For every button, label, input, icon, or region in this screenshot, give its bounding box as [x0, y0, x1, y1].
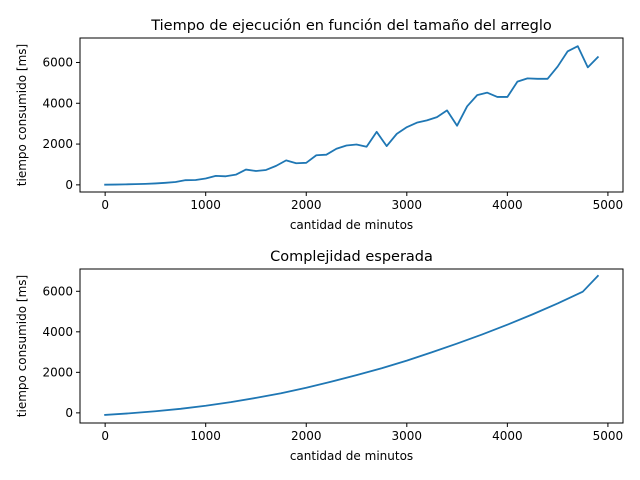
x-tick-label: 2000: [291, 198, 322, 212]
x-tick-label: 5000: [593, 198, 624, 212]
y-tick-label: 0: [65, 178, 73, 192]
chart-title: Complejidad esperada: [270, 249, 433, 265]
x-tick-label: 3000: [392, 429, 423, 443]
axes-frame: [79, 37, 624, 193]
series-line: [104, 274, 600, 416]
chart-panel-expected: Complejidad esperada 0 1000 2000 3000 4000 500…: [15, 249, 624, 463]
x-axis-label: cantidad de minutos: [290, 218, 413, 232]
y-tick-label: 2000: [42, 137, 73, 151]
y-tick-label: 4000: [42, 96, 73, 110]
x-tick-label: 0: [101, 198, 109, 212]
x-tick-label: 3000: [392, 198, 423, 212]
x-tick-label: 1000: [190, 198, 221, 212]
x-tick-label: 0: [101, 429, 109, 443]
y-tick-label: 0: [65, 406, 73, 420]
chart-panel-runtime: Tiempo de ejecución en función del tamañ…: [15, 18, 624, 232]
x-tick-label: 5000: [593, 429, 624, 443]
y-tick-label: 4000: [42, 325, 73, 339]
x-axis-label: cantidad de minutos: [290, 449, 413, 463]
y-axis-label: tiempo consumido [ms]: [15, 44, 29, 186]
y-tick-label: 6000: [42, 55, 73, 69]
x-tick-label: 2000: [291, 429, 322, 443]
y-tick-label: 2000: [42, 365, 73, 379]
series-line: [104, 45, 600, 186]
axes-frame: [79, 268, 624, 424]
chart-title: Tiempo de ejecución en función del tamañ…: [150, 18, 552, 34]
x-tick-label: 1000: [190, 429, 221, 443]
y-axis-label: tiempo consumido [ms]: [15, 275, 29, 417]
x-tick-label: 4000: [492, 429, 523, 443]
y-tick-label: 6000: [42, 284, 73, 298]
x-tick-label: 4000: [492, 198, 523, 212]
